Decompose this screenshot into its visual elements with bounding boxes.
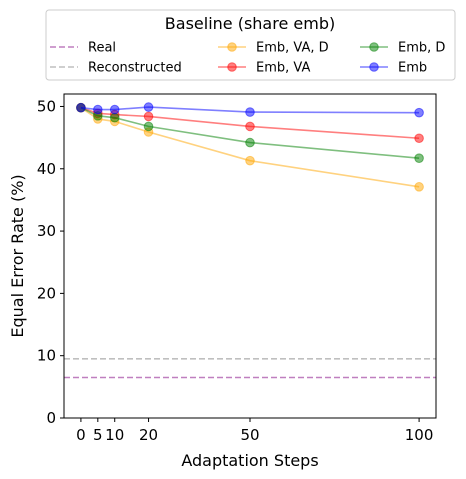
x-tick-label-0: 0 [76, 426, 86, 444]
legend-label-emb: Emb [398, 61, 427, 76]
legend-marker-emb-va [227, 62, 237, 72]
y-tick-label-20: 20 [37, 284, 56, 302]
point-emb-d-50 [245, 137, 255, 148]
point-emb-va-d-50 [245, 155, 255, 166]
point-emb-d-100 [414, 153, 424, 163]
y-axis-label: Equal Error Rate (%) [8, 174, 27, 337]
point-emb-va-100 [414, 133, 424, 144]
y-tick-label-10: 10 [37, 347, 56, 365]
legend-entries: Real Reconstructed Emb, VA, D Emb, VA Emb, D… [50, 41, 445, 76]
y-axis-ticks: 0 10 20 30 40 50 [37, 97, 64, 427]
legend-box [45, 9, 456, 81]
point-emb-va-d-100 [414, 182, 424, 192]
x-tick-label-20: 20 [139, 426, 158, 444]
x-tick-label-50: 50 [240, 426, 259, 444]
y-tick-label-30: 30 [37, 222, 56, 240]
x-tick-label-100: 100 [405, 426, 434, 444]
point-emb-5 [93, 104, 103, 115]
point-emb-20 [143, 102, 154, 112]
point-emb-0 [76, 102, 86, 113]
x-axis-ticks: 0 5 10 20 50 100 [76, 418, 433, 444]
point-emb-d-20 [143, 121, 154, 132]
y-tick-label-50: 50 [37, 97, 56, 115]
legend-marker-emb [369, 62, 379, 72]
x-tick-label-5: 5 [93, 426, 103, 444]
legend-label-reconstructed: Reconstructed [88, 61, 182, 76]
point-emb-100 [414, 107, 424, 118]
legend-label-emb-va: Emb, VA [256, 61, 310, 76]
legend-marker-emb-d [369, 42, 379, 52]
legend: Baseline (share emb) Real Reconstructed Em… [45, 9, 456, 81]
legend-label-emb-d: Emb, D [398, 41, 445, 56]
legend-label-real: Real [88, 41, 116, 56]
series-layer [76, 102, 424, 192]
x-tick-label-10: 10 [105, 426, 124, 444]
point-emb-va-20 [143, 111, 154, 122]
legend-label-emb-va-d: Emb, VA, D [256, 41, 329, 56]
point-emb-50 [245, 107, 255, 117]
baseline-layer [64, 358, 436, 379]
point-emb-d-10 [109, 112, 120, 123]
point-emb-10 [109, 104, 120, 115]
y-tick-label-40: 40 [37, 160, 56, 178]
x-axis-label: Adaptation Steps [181, 451, 318, 470]
legend-title: Baseline (share emb) [165, 14, 335, 33]
point-emb-va-50 [245, 121, 255, 132]
y-tick-label-0: 0 [46, 409, 56, 427]
legend-marker-emb-va-d [227, 42, 237, 52]
